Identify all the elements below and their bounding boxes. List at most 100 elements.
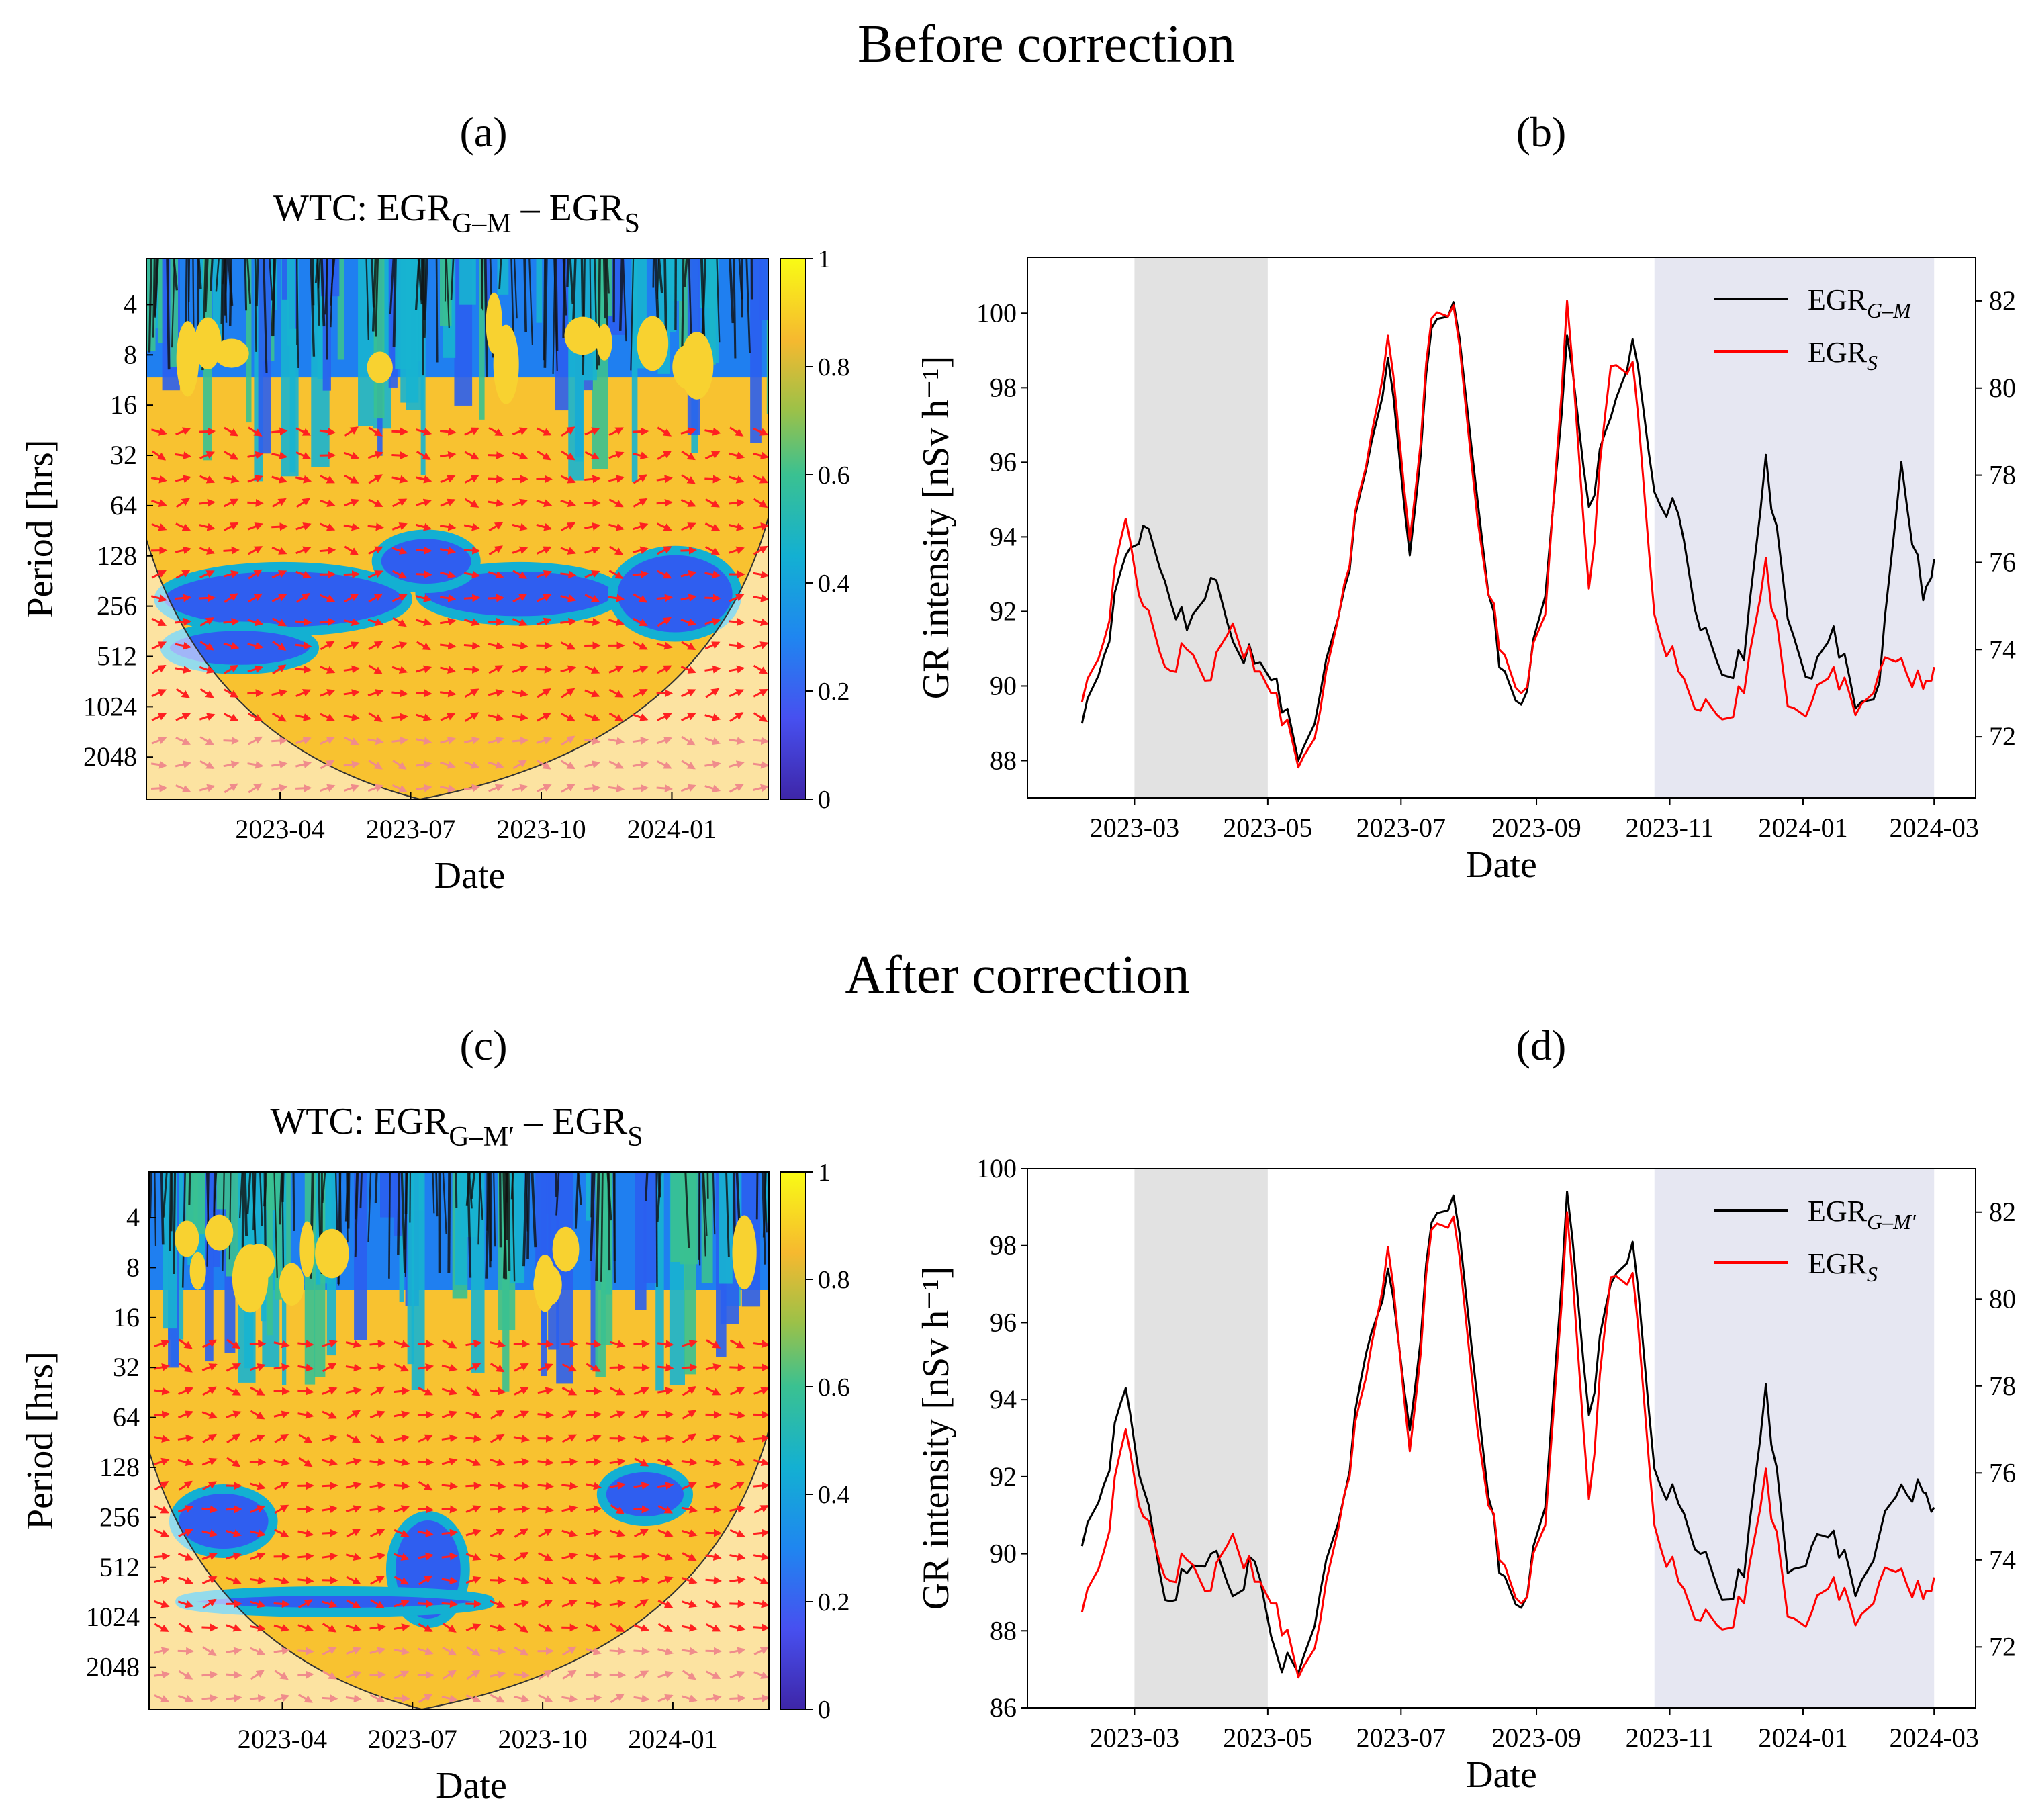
phase-arrow [321,1434,338,1443]
contour-line [745,259,751,353]
phase-arrow [560,547,576,555]
phase-arrow [391,784,408,792]
contour-line [470,1172,476,1199]
phase-arrow [488,499,505,508]
phase-arrow [752,760,768,769]
phase-arrow [465,1434,482,1443]
legend-entry: EGRS [1808,336,1878,375]
x-tick-label: 2023-07 [368,1724,457,1754]
phase-arrow [250,1647,266,1655]
phase-arrow [560,475,576,484]
phase-arrow [657,570,672,579]
contour-line [700,259,706,348]
phase-arrow [368,546,383,555]
panel-label-d: (d) [1516,1021,1567,1069]
phase-arrow [729,498,745,507]
phase-arrow [249,1529,266,1537]
phase-arrow [657,1434,674,1443]
phase-arrow [178,1362,193,1373]
x-axis-label: Date [436,1765,507,1807]
phase-arrow [633,1552,650,1561]
contour-line [162,1172,168,1218]
phase-arrow [154,1481,169,1491]
phase-arrow [345,1670,362,1678]
coherence-streak [502,1172,510,1392]
phase-arrow [704,737,721,745]
phase-arrow [680,784,696,792]
phase-arrow [271,784,288,792]
phase-arrow [344,736,359,745]
contour-line [316,259,320,326]
phase-arrow [561,1600,578,1608]
phase-arrow [440,498,456,507]
phase-arrow [537,1387,554,1395]
contour-line [725,1172,730,1257]
phase-arrow [681,450,696,461]
x-axis-label: Date [434,855,506,897]
phase-arrow [274,1481,289,1490]
phase-arrow [368,593,383,603]
phase-arrow [322,1600,338,1608]
contour-line [606,259,610,294]
phase-arrow [729,1339,745,1349]
phase-arrow [657,1505,674,1514]
phase-arrow [608,665,625,674]
phase-arrow [226,1410,242,1418]
high-coherence-patch [176,321,199,397]
phase-arrow [394,1434,410,1443]
phase-arrow [681,1647,698,1655]
contour-line [188,1172,191,1205]
y-tick-label: 8 [124,339,137,369]
high-coherence-patch [680,332,714,400]
phase-arrow [223,475,240,484]
phase-arrow [273,1387,290,1396]
series-line-egr-gm [1080,1190,1935,1674]
phase-arrow [298,1694,313,1703]
phase-arrow [391,498,408,508]
series-line-egr-s [1080,300,1935,769]
y-left-tick-label: 94 [990,521,1017,551]
phase-arrow [199,713,216,721]
contour-line [255,259,259,307]
section-title-before: Before correction [858,15,1235,74]
contour-line [296,259,299,368]
phase-arrow [322,1410,338,1419]
contour-line [206,1172,210,1267]
contour-line [246,259,252,304]
phase-arrow [657,713,672,721]
x-tick-label: 2024-03 [1890,1723,1979,1753]
phase-arrow [463,522,481,531]
contour-line [499,1172,502,1248]
phase-arrow [320,760,335,770]
phase-arrow [418,1434,434,1443]
phase-arrow [490,1670,506,1679]
phase-arrow [752,570,768,579]
y-tick-label: 128 [97,541,137,571]
phase-arrow [465,1623,481,1632]
contour-line [269,259,273,301]
high-coherence-patch [564,316,602,355]
y-tick-label: 256 [99,1502,140,1532]
contour-line [656,259,659,299]
y-right-tick-label: 78 [1989,1371,2016,1401]
phase-arrow [538,1623,553,1632]
phase-arrow [298,1433,313,1443]
phase-arrow [345,1624,362,1632]
phase-arrow [681,641,696,651]
y-tick-label: 128 [99,1452,140,1482]
phase-arrow [199,427,216,436]
phase-arrow [585,1529,602,1537]
phase-arrow [608,737,625,745]
phase-arrow [226,1694,242,1702]
phase-arrow [298,1457,313,1467]
y-left-tick-label: 92 [990,1461,1017,1492]
phase-arrow [585,1694,602,1702]
coherence-streak [750,259,762,443]
phase-arrow [391,689,408,698]
wtc-title-a: WTC: EGRG–M – EGRS [273,187,640,239]
line-chart-b: 88 90 92 94 96 98 100 72 74 76 78 80 82 2023-03 2023-0… [915,257,2016,886]
y-right-tick-label: 76 [1989,1457,2016,1488]
contour-line [444,259,447,302]
phase-arrow [513,1576,530,1585]
phase-arrow [226,1386,242,1396]
